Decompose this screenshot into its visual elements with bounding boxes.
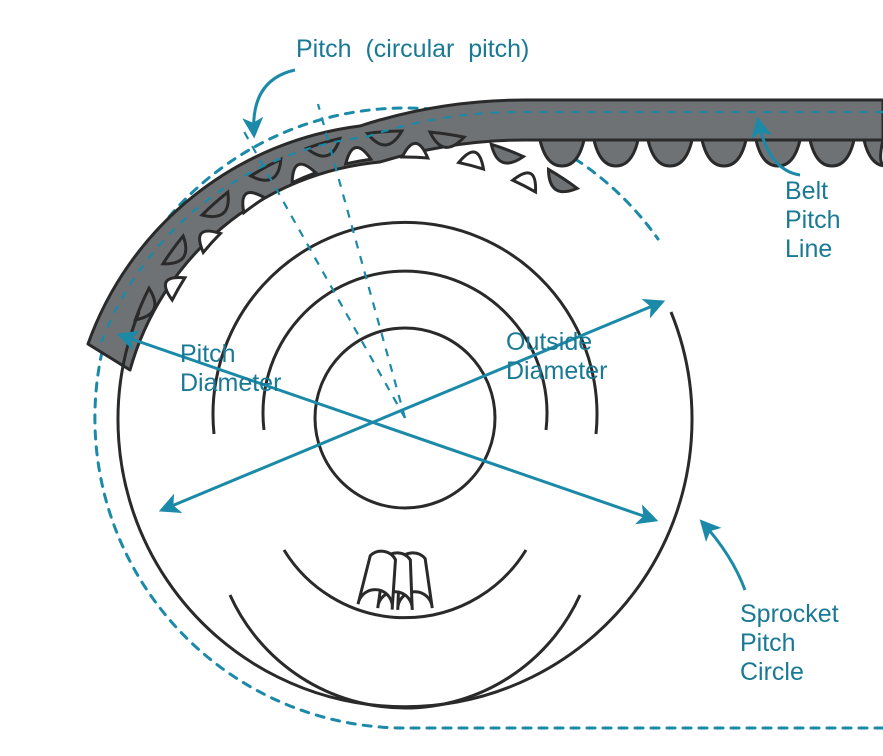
label-belt-pitch-line: Belt Pitch Line bbox=[785, 177, 841, 263]
label-outside-diameter: Outside Diameter bbox=[506, 328, 607, 386]
label-pitch-diameter: Pitch Diameter bbox=[180, 340, 281, 398]
label-pitch-title: Pitch (circular pitch) bbox=[296, 35, 529, 64]
sprocket-pitch-circle-leader bbox=[702, 522, 745, 590]
label-sprocket-pitch-circle: Sprocket Pitch Circle bbox=[740, 600, 839, 686]
